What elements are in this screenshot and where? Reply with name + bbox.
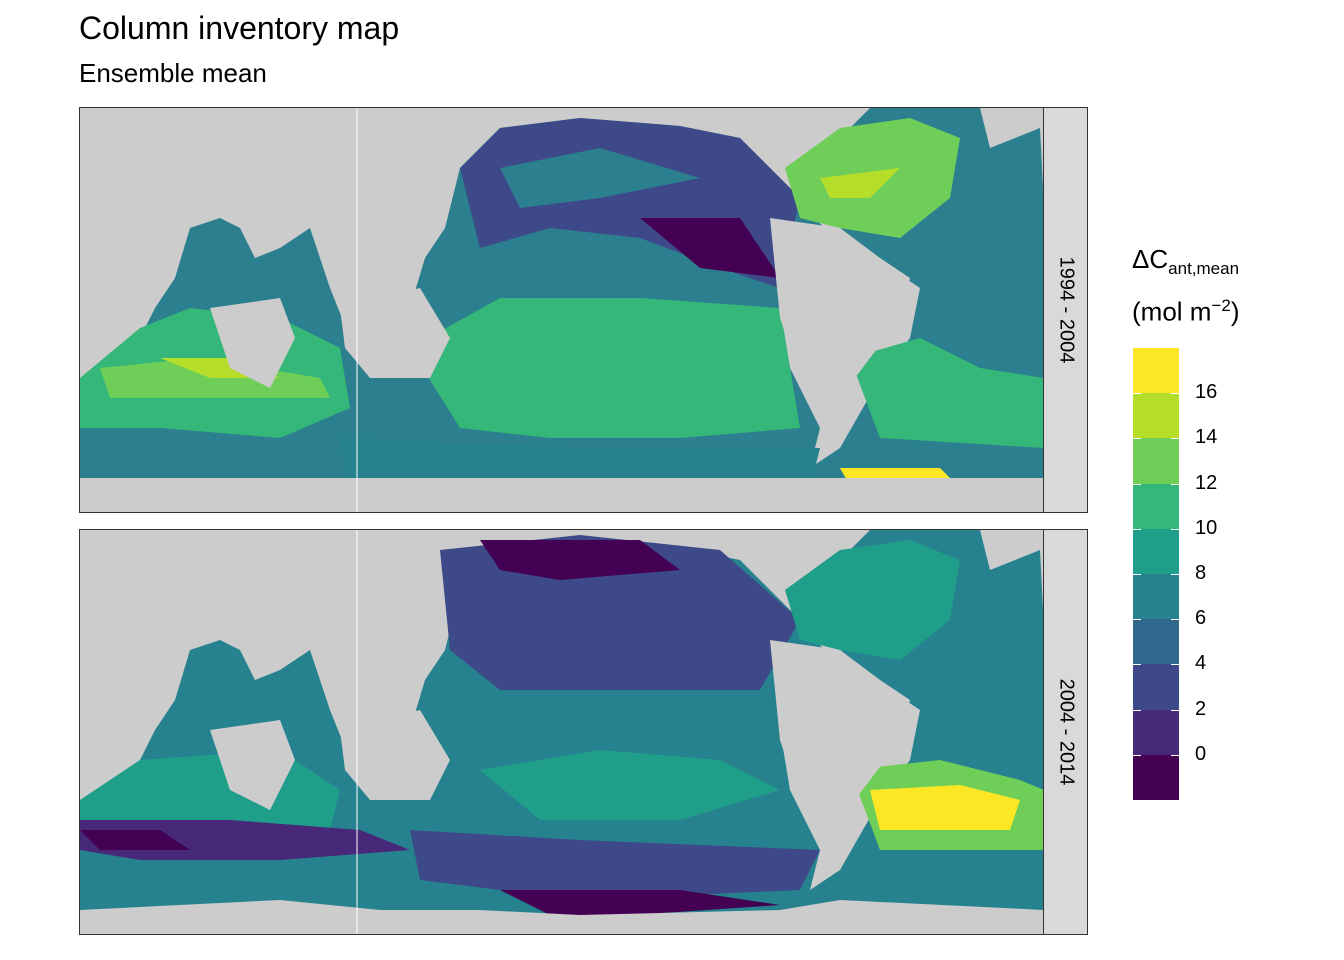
legend-tick-label: 14	[1195, 426, 1218, 449]
colorbar-segment	[1133, 438, 1179, 484]
colorbar-segment	[1133, 709, 1179, 755]
legend-tick-mark	[1133, 438, 1141, 440]
legend-tick-label: 8	[1195, 562, 1207, 584]
legend-tick-mark	[1171, 574, 1179, 575]
facet-label-2: 2004 - 2014	[1055, 678, 1077, 786]
colorbar-segment	[1133, 393, 1179, 439]
legend-tick-label: 12	[1195, 471, 1218, 494]
legend-tick-label: 10	[1195, 516, 1218, 539]
legend-tick-mark	[1133, 393, 1141, 395]
legend-tick-mark	[1171, 619, 1179, 621]
legend-tick-mark	[1171, 393, 1179, 395]
ocean-map-1	[80, 108, 1044, 512]
legend-tick-mark	[1133, 754, 1141, 756]
colorbar-segment	[1133, 619, 1179, 665]
legend-title-unit: (mol m−2)	[1132, 296, 1240, 327]
legend-tick-label: 6	[1195, 607, 1207, 630]
legend-tick-mark	[1171, 754, 1179, 756]
legend-tick-label: 4	[1195, 652, 1207, 675]
legend-tick-mark	[1171, 438, 1179, 440]
legend-tick-label: 16	[1195, 381, 1218, 404]
colorbar-segment	[1133, 664, 1179, 710]
legend-tick-mark	[1133, 664, 1141, 666]
legend-tick-mark	[1171, 483, 1179, 485]
legend-tick-label: 0	[1195, 742, 1207, 765]
map-panel-2004-2014: 2004 - 2014	[79, 529, 1088, 935]
ocean-map-2	[80, 530, 1044, 934]
colorbar-segment	[1133, 754, 1179, 800]
legend-tick-mark	[1133, 528, 1141, 530]
legend-colorbar	[1133, 348, 1179, 800]
legend-tick-mark	[1171, 528, 1179, 530]
legend-tick-mark	[1171, 709, 1179, 711]
facet-strip-1: 1994 - 2004	[1043, 108, 1087, 512]
legend-tick-mark	[1133, 483, 1141, 485]
map-panel-1994-2004: 1994 - 2004	[79, 107, 1088, 513]
legend-tick-label: 2	[1195, 697, 1207, 720]
legend-tick-mark	[1171, 664, 1179, 666]
legend-tick-mark	[1133, 709, 1141, 711]
legend-tick-mark	[1133, 574, 1141, 575]
legend-title-symbol: ΔCant,mean	[1132, 244, 1240, 279]
colorbar-segment	[1133, 348, 1179, 394]
legend-tick-mark	[1133, 619, 1141, 621]
colorbar-segment	[1133, 483, 1179, 529]
facet-label-1: 1994 - 2004	[1055, 256, 1077, 364]
map-subtitle: Ensemble mean	[79, 58, 267, 88]
facet-strip-2: 2004 - 2014	[1043, 530, 1087, 934]
colorbar-segment	[1133, 528, 1179, 574]
map-title: Column inventory map	[79, 10, 400, 46]
colorbar-segment	[1133, 573, 1179, 620]
